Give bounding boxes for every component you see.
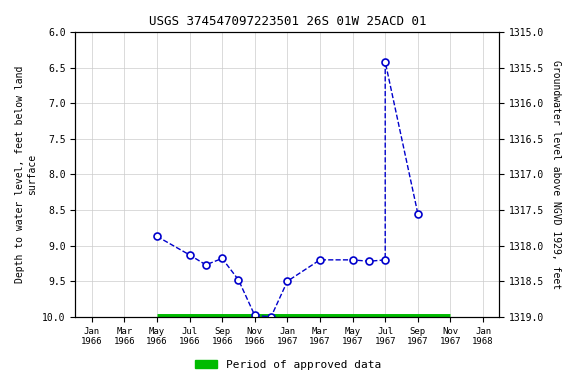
- Y-axis label: Groundwater level above NGVD 1929, feet: Groundwater level above NGVD 1929, feet: [551, 60, 561, 289]
- Legend: Period of approved data: Period of approved data: [191, 356, 385, 375]
- Y-axis label: Depth to water level, feet below land
surface: Depth to water level, feet below land su…: [15, 66, 37, 283]
- Title: USGS 374547097223501 26S 01W 25ACD 01: USGS 374547097223501 26S 01W 25ACD 01: [149, 15, 426, 28]
